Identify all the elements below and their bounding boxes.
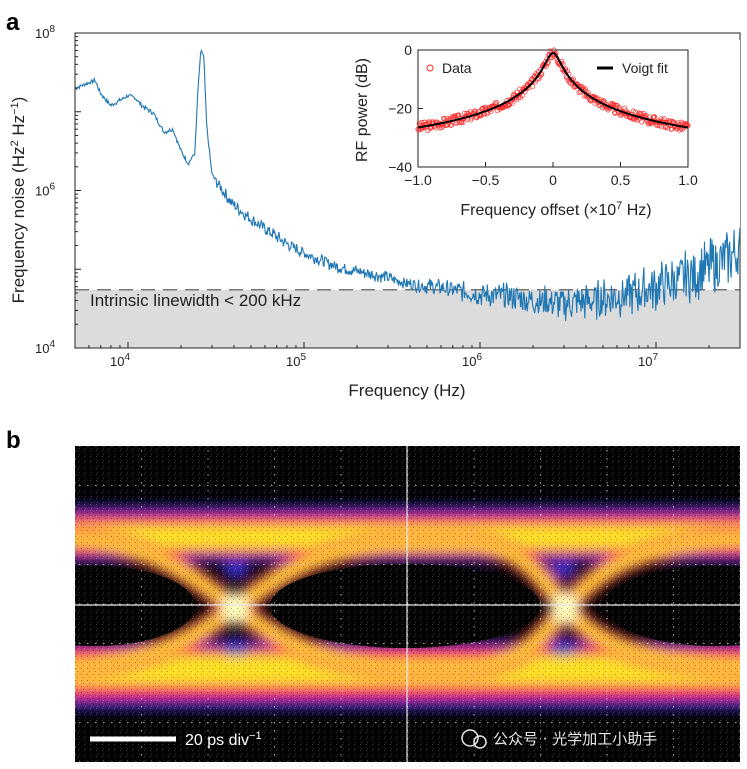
inset-data-point (506, 102, 513, 108)
x-tick-label: 107 (638, 352, 658, 369)
inset-data-point (479, 106, 485, 112)
inset-data-point (611, 109, 618, 116)
watermark-icon (461, 729, 479, 747)
intrinsic-linewidth-label: Intrinsic linewidth < 200 kHz (90, 291, 301, 310)
inset-data-point (610, 101, 616, 107)
voigt-fit-line (417, 51, 689, 129)
x-tick-label: 105 (286, 352, 306, 369)
inset-data-point (639, 119, 645, 125)
eye-graticule (75, 446, 740, 762)
main-ticks: 104 105 106 107 104 106 108 (35, 24, 741, 369)
inset-data-point (582, 86, 589, 92)
inset-y-tick-label: −40 (388, 159, 412, 175)
intrinsic-linewidth-band (75, 289, 740, 348)
legend-fit-label: Voigt fit (622, 60, 668, 76)
inset-data-point (662, 124, 668, 130)
frequency-noise-line (75, 48, 740, 321)
x-tick-label: 106 (462, 352, 482, 369)
inset-x-tick-label: 1.0 (678, 172, 698, 188)
inset-data-point (609, 101, 615, 107)
inset-x-tick-label: 0.5 (611, 172, 631, 188)
inset-ticks: −1.0 −0.5 0 0.5 1.0 −40 −20 0 (388, 42, 698, 188)
inset-data-point (509, 100, 515, 107)
inset-data-point (601, 98, 607, 104)
inset-data-point (611, 102, 617, 108)
y-tick-label: 106 (35, 182, 55, 199)
watermark: 公众号 · 光学加工小助手 (461, 729, 657, 749)
inset-data-point (677, 127, 683, 133)
legend-data-label: Data (442, 60, 472, 76)
inset-data-point (453, 120, 459, 127)
inset-x-tick-label: −0.5 (472, 172, 500, 188)
inset-y-axis-label: RF power (dB) (354, 58, 371, 162)
inset-x-tick-label: −1.0 (404, 172, 432, 188)
frequency-noise-series (75, 48, 740, 321)
y-tick-label: 104 (35, 339, 55, 356)
inset-data-point (530, 84, 536, 90)
inset-data-point (632, 109, 638, 115)
inset-x-tick-label: 0 (549, 172, 557, 188)
inset-x-axis-label: Frequency offset (×107 Hz) (460, 200, 651, 219)
panel-b-letter: b (6, 427, 21, 454)
inset-data-point (669, 118, 676, 125)
frequency-noise-chart: 104 105 106 107 104 106 108 Intrinsic linewidt… (9, 24, 741, 400)
inset-data-point (448, 122, 455, 128)
x-tick-label: 104 (110, 352, 130, 369)
inset-data-point (622, 105, 628, 111)
main-x-axis-label: Frequency (Hz) (348, 381, 465, 400)
inset-y-tick-label: −20 (388, 101, 412, 117)
inset-data-point (616, 104, 622, 110)
inset-data-point (460, 119, 466, 126)
panel-a-letter: a (6, 9, 20, 36)
rf-spectrum-inset: −1.0 −0.5 0 0.5 1.0 −40 −20 0 Data Voigt fit Fr… (345, 40, 740, 228)
inset-y-tick-label: 0 (404, 42, 412, 58)
inset-data-point (427, 119, 433, 125)
watermark-text: 公众号 · 光学加工小助手 (493, 730, 657, 748)
main-y-axis-label: Frequency noise (Hz2 Hz−1) (9, 97, 28, 304)
legend-data-marker (426, 64, 434, 72)
inset-data-point (448, 122, 454, 129)
eye-diagram (75, 446, 740, 762)
inset-data-point (685, 123, 691, 129)
y-tick-label: 108 (35, 24, 55, 41)
inset-series (415, 47, 691, 133)
inset-data-point (452, 113, 458, 119)
eye-scale-bar-label: 20 ps div−1 (185, 730, 262, 749)
inset-data-point (651, 114, 658, 120)
